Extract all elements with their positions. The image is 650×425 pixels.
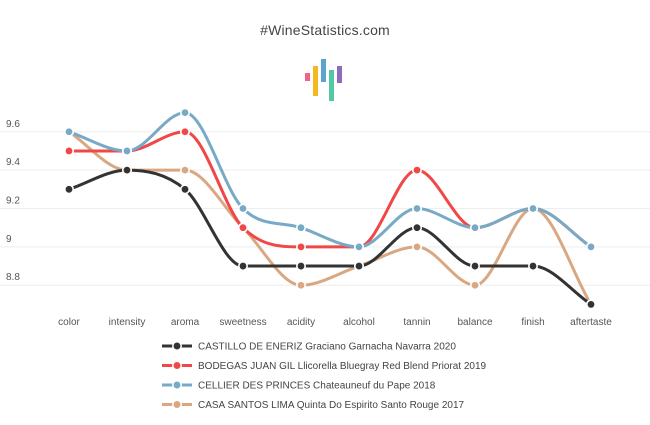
x-tick-label: balance — [457, 317, 492, 328]
data-point[interactable] — [469, 222, 480, 233]
x-tick-label: intensity — [109, 317, 146, 328]
data-point[interactable] — [180, 107, 191, 118]
data-point[interactable] — [295, 222, 306, 233]
data-point[interactable] — [180, 184, 191, 195]
legend-item[interactable]: BODEGAS JUAN GIL Llicorella Bluegray Red… — [162, 360, 487, 372]
data-point[interactable] — [180, 165, 191, 176]
data-point[interactable] — [411, 203, 422, 214]
x-tick-label: aftertaste — [570, 317, 612, 328]
series-line — [67, 168, 593, 306]
y-tick-label: 8.8 — [6, 272, 20, 283]
x-tick-label: acidity — [287, 317, 315, 328]
y-tick-label: 9.6 — [6, 119, 20, 130]
legend: CASTILLO DE ENERIZ Graciano Garnacha Nav… — [162, 341, 487, 411]
data-point[interactable] — [122, 145, 133, 156]
data-point[interactable] — [238, 222, 249, 233]
legend-marker — [172, 360, 182, 371]
legend-marker — [172, 399, 182, 410]
legend-marker — [172, 341, 182, 351]
data-point[interactable] — [585, 299, 596, 310]
logo-bar — [329, 70, 334, 101]
data-point[interactable] — [353, 261, 364, 272]
logo-bar — [337, 66, 342, 83]
y-axis-ticks: 8.8 9 9.2 9.4 9.6 — [6, 119, 20, 283]
data-point[interactable] — [411, 241, 422, 252]
data-point[interactable] — [411, 222, 422, 233]
legend-label: CELLIER DES PRINCES Chateauneuf du Pape … — [198, 381, 436, 392]
data-point[interactable] — [527, 203, 538, 214]
chart-title: #WineStatistics.com — [260, 22, 390, 38]
x-tick-label: tannin — [403, 317, 430, 328]
legend-label: CASTILLO DE ENERIZ Graciano Garnacha Nav… — [198, 342, 456, 353]
wine-statistics-logo — [305, 59, 342, 101]
legend-label: BODEGAS JUAN GIL Llicorella Bluegray Red… — [198, 361, 487, 372]
data-point[interactable] — [180, 126, 191, 137]
data-point[interactable] — [64, 126, 75, 137]
data-point[interactable] — [295, 241, 306, 252]
data-point[interactable] — [469, 280, 480, 291]
logo-bar — [305, 73, 310, 81]
y-tick-label: 9.2 — [6, 196, 20, 207]
data-point[interactable] — [469, 261, 480, 272]
legend-item[interactable]: CASA SANTOS LIMA Quinta Do Espirito Sant… — [162, 399, 465, 411]
data-point[interactable] — [411, 165, 422, 176]
series-line — [67, 130, 593, 306]
data-point[interactable] — [353, 241, 364, 252]
y-tick-label: 9 — [6, 234, 12, 245]
data-point[interactable] — [122, 165, 133, 176]
x-tick-label: aroma — [171, 317, 200, 328]
x-tick-label: alcohol — [343, 317, 375, 328]
logo-bar — [313, 66, 318, 96]
data-point[interactable] — [64, 184, 75, 195]
logo-bar — [321, 59, 326, 82]
x-tick-label: sweetness — [219, 317, 266, 328]
y-tick-label: 9.4 — [6, 157, 20, 168]
legend-item[interactable]: CELLIER DES PRINCES Chateauneuf du Pape … — [162, 380, 436, 392]
x-tick-label: color — [58, 317, 80, 328]
data-point[interactable] — [64, 145, 75, 156]
x-axis-ticks: color intensity aroma sweetness acidity alcoh… — [58, 317, 612, 328]
data-point[interactable] — [295, 280, 306, 291]
series-line — [67, 111, 593, 249]
legend-item[interactable]: CASTILLO DE ENERIZ Graciano Garnacha Nav… — [162, 341, 456, 353]
data-point[interactable] — [527, 261, 538, 272]
data-point[interactable] — [585, 241, 596, 252]
legend-marker — [172, 380, 182, 390]
legend-label: CASA SANTOS LIMA Quinta Do Espirito Sant… — [198, 400, 465, 411]
series-lines — [67, 111, 593, 306]
x-tick-label: finish — [521, 317, 544, 328]
data-point[interactable] — [238, 261, 249, 272]
series-points — [64, 107, 596, 310]
data-point[interactable] — [238, 203, 249, 214]
data-point[interactable] — [295, 261, 306, 272]
